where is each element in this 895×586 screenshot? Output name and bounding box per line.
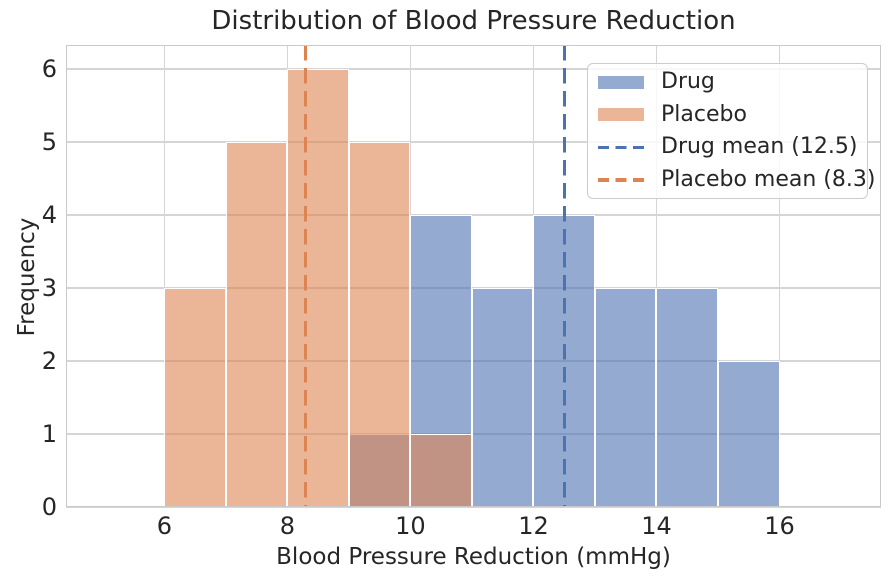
x-tick-label-10: 10 — [395, 512, 426, 540]
legend-item-drug-mean: Drug mean (12.5) — [588, 131, 867, 164]
chart-title: Distribution of Blood Pressure Reduction — [211, 6, 736, 36]
x-axis-label: Blood Pressure Reduction (mmHg) — [276, 544, 671, 570]
gridline-x-12 — [532, 45, 535, 507]
legend-label-placebo-mean: Placebo mean (8.3) — [661, 166, 876, 192]
x-tick-label-12: 12 — [518, 512, 549, 540]
y-tick-label-1: 1 — [41, 420, 57, 448]
legend: Drug Placebo Drug mean (12.5) Placebo me… — [587, 63, 875, 199]
legend-label-drug-mean: Drug mean (12.5) — [661, 134, 858, 160]
drug-mean-dash-swatch — [598, 145, 644, 149]
x-tick-label-6: 6 — [156, 512, 173, 540]
plot-area: Drug Placebo Drug mean (12.5) Placebo me… — [66, 45, 881, 508]
x-tick-label-14: 14 — [641, 512, 672, 540]
gridline-x-14 — [655, 45, 658, 507]
y-tick-label-2: 2 — [41, 347, 57, 376]
gridline-y-5 — [66, 141, 881, 143]
bar-placebo-7-8 — [225, 142, 288, 507]
legend-label-placebo: Placebo — [661, 101, 747, 127]
bar-drug-14-15 — [656, 288, 718, 507]
placebo-color-swatch — [598, 108, 644, 122]
legend-item-drug: Drug — [588, 66, 867, 99]
gridline-y-6 — [66, 68, 881, 70]
drug-mean-line — [562, 45, 566, 507]
legend-item-placebo-mean: Placebo mean (8.3) — [588, 164, 875, 197]
y-tick-label-6: 6 — [41, 55, 57, 84]
legend-label-drug: Drug — [661, 69, 715, 95]
y-tick-label-4: 4 — [41, 201, 57, 230]
bar-placebo-10-11 — [410, 434, 472, 507]
legend-item-placebo: Placebo — [588, 99, 867, 132]
x-tick-label-8: 8 — [279, 512, 296, 540]
gridline-y-4 — [66, 214, 881, 216]
gridline-x-6 — [163, 45, 166, 507]
drug-color-swatch — [598, 75, 644, 89]
bar-placebo-8-9 — [287, 69, 349, 507]
placebo-mean-line — [304, 45, 308, 507]
gridline-x-16 — [778, 45, 781, 507]
x-tick-label-16: 16 — [764, 512, 795, 540]
bar-drug-15-16 — [718, 361, 780, 507]
y-tick-label-3: 3 — [41, 274, 57, 303]
y-tick-label-5: 5 — [41, 128, 57, 157]
bar-placebo-6-7 — [164, 288, 226, 507]
bar-placebo-9-10 — [348, 142, 411, 507]
placebo-mean-dash-swatch — [598, 178, 644, 182]
y-tick-label-0: 0 — [41, 493, 57, 521]
bar-drug-13-14 — [594, 288, 657, 507]
bar-drug-11-12 — [471, 288, 534, 507]
